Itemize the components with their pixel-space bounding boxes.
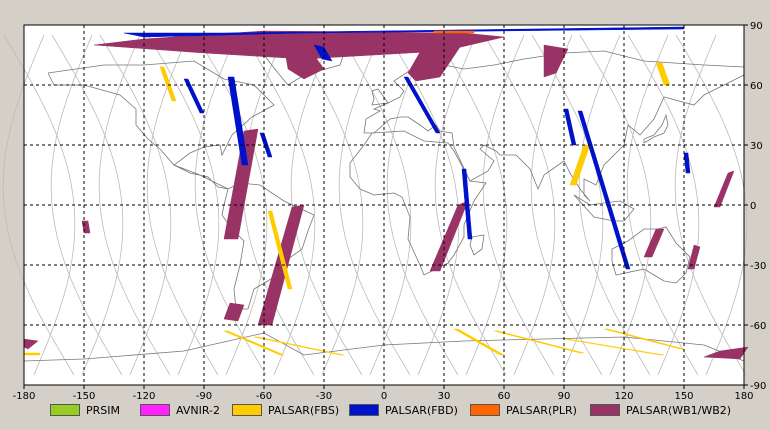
legend-swatch <box>349 404 379 416</box>
legend-item-prsim: PRSIM <box>50 403 120 417</box>
legend-label: PALSAR(FBD) <box>385 403 458 417</box>
uk-coast <box>371 88 389 106</box>
x-tick-label: 0 <box>381 391 387 400</box>
swath-fbd <box>227 76 249 166</box>
africa-coast <box>349 130 487 276</box>
legend-item-fbd: PALSAR(FBD) <box>349 403 458 417</box>
swath-fbd <box>183 78 205 114</box>
swath-fbd <box>683 152 691 174</box>
swath-fbs <box>223 330 285 356</box>
legend-item-plr: PALSAR(PLR) <box>470 403 577 417</box>
legend-label: PRSIM <box>86 403 120 417</box>
legend-swatch <box>140 404 170 416</box>
y-tick-label: 60 <box>750 81 763 92</box>
orbit-track <box>50 34 123 376</box>
legend-label: PALSAR(WB1/WB2) <box>626 403 732 417</box>
x-tick-label: 180 <box>734 391 753 400</box>
swath-fbs <box>267 210 293 290</box>
swath-fbs <box>159 66 177 102</box>
x-tick-label: -180 <box>13 391 36 400</box>
y-tick-label: -60 <box>750 321 766 332</box>
y-tick-label: -90 <box>750 381 766 392</box>
orbit-track <box>626 34 699 376</box>
x-tick-label: 90 <box>558 391 571 400</box>
madagascar-coast <box>469 234 485 256</box>
swath-fbd <box>461 168 473 240</box>
legend-item-fbs: PALSAR(FBS) <box>232 403 339 417</box>
swath-fbs <box>253 336 345 356</box>
orbit-track <box>98 34 171 376</box>
legend-swatch <box>232 404 262 416</box>
x-tick-label: -30 <box>316 391 332 400</box>
swath-wb <box>703 346 749 360</box>
axis-ticks: -180 -150 -120 -90 -60 -30 0 30 60 90 120 150 180 90 6… <box>13 21 767 402</box>
swath-fbs <box>23 352 41 356</box>
x-tick-label: -90 <box>196 391 212 400</box>
legend-label: PALSAR(FBS) <box>268 403 340 417</box>
lat-lon-grid <box>24 25 744 385</box>
swath-plr <box>433 30 475 34</box>
orbit-track <box>338 34 411 376</box>
swath-wb <box>407 40 465 82</box>
y-tick-label: 0 <box>750 201 756 212</box>
japan-coast <box>643 113 669 144</box>
legend: PRSIM AVNIR-2 PALSAR(FBS) PALSAR(FBD) PALSAR… <box>0 400 770 422</box>
y-tick-label: 90 <box>750 21 763 32</box>
indonesia-coast <box>573 194 635 222</box>
orbit-track <box>146 34 219 376</box>
swath-wb <box>643 228 665 258</box>
map-frame <box>23 24 745 386</box>
swath-fbd <box>403 76 441 134</box>
orbit-track <box>434 34 507 376</box>
legend-label: PALSAR(PLR) <box>506 403 577 417</box>
x-tick-label: -150 <box>73 391 96 400</box>
x-tick-label: 150 <box>674 391 693 400</box>
swath-fbs <box>493 330 585 354</box>
legend-label: AVNIR-2 <box>176 403 220 417</box>
swath-fbs <box>655 62 671 86</box>
swath-wb <box>687 244 701 270</box>
y-tick-label: 30 <box>750 141 763 152</box>
orbit-track <box>2 34 75 376</box>
orbit-track <box>482 34 555 376</box>
swath-wb <box>283 40 325 80</box>
x-tick-label: 120 <box>614 391 633 400</box>
orbit-track <box>530 34 603 376</box>
legend-swatch <box>590 404 620 416</box>
legend-item-avnir: AVNIR-2 <box>140 403 220 417</box>
swath-wb <box>223 302 245 322</box>
orbit-track <box>674 34 747 376</box>
swath-wb <box>543 44 569 78</box>
world-map[interactable]: -180 -150 -120 -90 -60 -30 0 30 60 90 120 150 180 90 6… <box>0 0 770 402</box>
legend-item-wb: PALSAR(WB1/WB2) <box>590 403 731 417</box>
north-america-coast <box>47 60 275 190</box>
y-tick-label: -30 <box>750 261 766 272</box>
orbit-track <box>386 34 459 376</box>
coverage-swaths <box>23 26 749 360</box>
swath-fbd <box>577 110 631 270</box>
x-tick-label: 60 <box>498 391 511 400</box>
swath-fbs <box>563 338 665 356</box>
swath-wb <box>713 170 735 208</box>
x-tick-label: -60 <box>256 391 272 400</box>
x-tick-label: -120 <box>133 391 156 400</box>
swath-wb <box>223 128 259 240</box>
swath-fbd <box>313 44 333 62</box>
x-tick-label: 30 <box>438 391 451 400</box>
orbit-track <box>578 34 651 376</box>
legend-swatch <box>50 404 80 416</box>
australia-coast <box>611 226 691 284</box>
legend-swatch <box>470 404 500 416</box>
